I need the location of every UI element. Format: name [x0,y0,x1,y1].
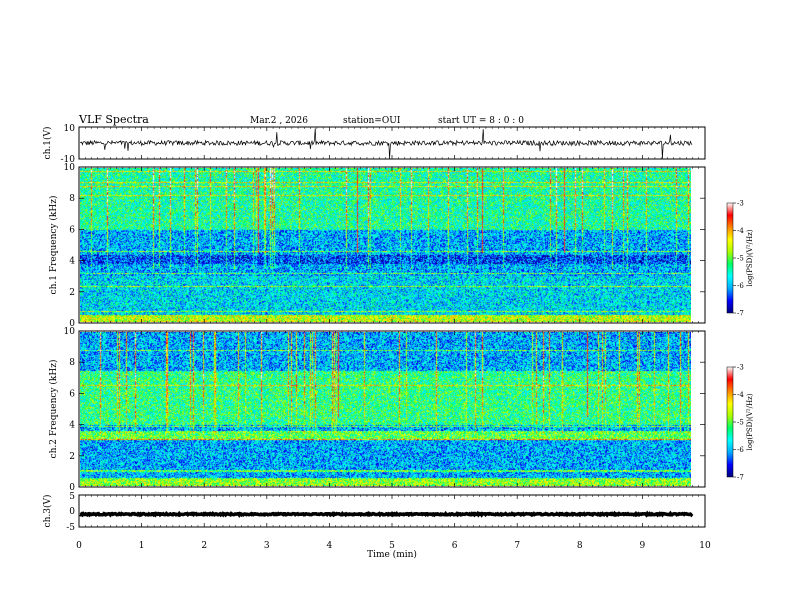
time-axis-label: Time (min) [367,549,417,560]
freq-tick-label: 4 [69,257,75,267]
ch2-spectrogram-panel: 0 2 4 6 8 10 ch.2 Frequency (kHz) [48,327,706,493]
ch3-waveform-ylabel: ch.3(V) [42,495,53,528]
ch1-spectrogram-image [80,168,691,322]
time-tick-label: 5 [389,541,395,551]
ch1-waveform-ylabel: ch.1(V) [42,127,53,160]
time-tick-label: 8 [577,541,583,551]
ch2-spectrogram-image [80,332,691,486]
time-axis: 0 1 2 3 4 5 6 7 8 9 10 [76,127,711,551]
freq-tick-label: 10 [64,327,76,337]
start-time-label: start UT = 8 : 0 : 0 [438,116,524,126]
colorbar-tick-label: -4 [737,227,744,235]
colorbar-tick-label: -6 [737,446,744,454]
colorbar-tick-label: -7 [737,474,744,482]
ch2-colorbar-ramp [726,366,734,478]
time-tick-label: 10 [699,541,711,551]
colorbar-tick-label: -7 [737,310,744,318]
time-tick-label: 9 [640,541,646,551]
ch1-ytick-top: 10 [64,124,76,134]
ch1-ytick-bottom: -10 [61,155,76,165]
freq-tick-label: 6 [69,225,75,235]
ch1-colorbar-label: log(PSD)(V²/Hz) [746,229,754,286]
ch3-ytick-top: 5 [69,492,75,502]
time-tick-label: 0 [76,541,82,551]
colorbar-tick-label: -5 [737,255,744,263]
time-tick-label: 2 [201,541,207,551]
freq-tick-label: 0 [69,319,75,329]
colorbar-tick-label: -5 [737,419,744,427]
ch3-waveform-panel: 5 0 -5 ch.3(V) [42,492,706,533]
ch1-spectrogram-ylabel: ch.1 Frequency (kHz) [48,196,59,295]
colorbar-tick-label: -6 [737,282,744,290]
ch1-colorbar-ramp [726,202,734,314]
ch3-ytick-bottom: -5 [66,523,75,533]
freq-tick-label: 10 [64,163,76,173]
figure-title: VLF Spectra [78,113,149,126]
ch1-spectrogram-panel: 0 2 4 6 8 10 ch.1 Frequency (kHz) [48,163,706,329]
ch1-waveform-trace [79,128,693,159]
time-tick-label: 7 [514,541,520,551]
freq-tick-label: 8 [69,358,75,368]
ch1-colorbar: -3 -4 -5 -6 -7 log(PSD)(V²/Hz) [726,200,754,318]
freq-tick-label: 6 [69,389,75,399]
freq-tick-label: 4 [69,421,75,431]
time-tick-label: 4 [327,541,333,551]
date-label: Mar.2 , 2026 [250,116,308,126]
colorbar-tick-label: -3 [737,200,744,208]
freq-tick-label: 0 [69,483,75,493]
freq-tick-label: 2 [69,452,75,462]
time-tick-label: 3 [264,541,270,551]
ch2-colorbar: -3 -4 -5 -6 -7 log(PSD)(V²/Hz) [726,364,754,482]
colorbar-tick-label: -3 [737,364,744,372]
freq-tick-label: 2 [69,288,75,298]
time-tick-label: 6 [452,541,458,551]
freq-tick-label: 8 [69,194,75,204]
colorbar-tick-label: -4 [737,391,744,399]
ch2-colorbar-label: log(PSD)(V²/Hz) [746,393,754,450]
ch3-ytick-mid: 0 [69,507,75,517]
ch1-waveform-panel: 10 -10 ch.1(V) [42,124,706,165]
time-tick-label: 1 [139,541,145,551]
station-label: station=OUI [343,116,401,126]
ch3-waveform-trace [79,510,694,518]
ch2-spectrogram-ylabel: ch.2 Frequency (kHz) [48,360,59,459]
